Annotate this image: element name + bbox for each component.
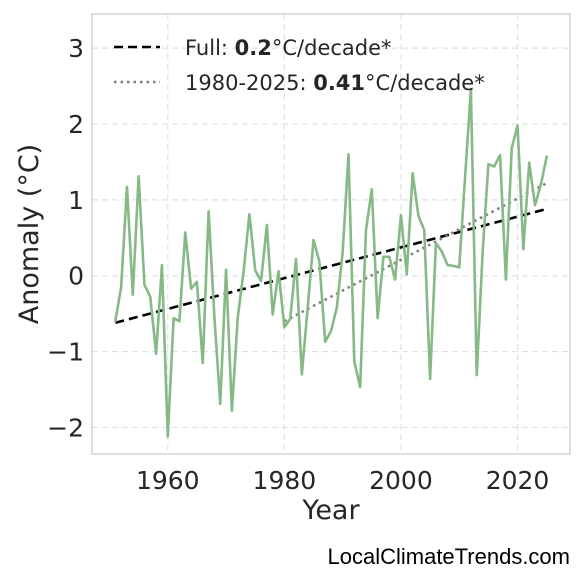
data-series (114, 87, 548, 438)
y-tick-label: 1 (68, 186, 84, 215)
x-axis-label: Year (301, 495, 360, 526)
legend-recent-label: 1980-2025: 0.41°C/decade* (185, 71, 485, 95)
y-axis-label: Anomaly (°C) (14, 144, 45, 324)
x-tick-label: 2000 (369, 466, 433, 495)
y-tick-label: 3 (68, 34, 84, 63)
x-tick-label: 1960 (136, 466, 200, 495)
x-tick-label: 1980 (253, 466, 317, 495)
y-tick-label: −2 (47, 413, 84, 442)
x-tick-label: 2020 (486, 466, 550, 495)
y-tick-label: 2 (68, 110, 84, 139)
legend-full-label: Full: 0.2°C/decade* (185, 36, 392, 60)
legend-recent-value: 0.41 (313, 71, 365, 95)
x-ticks: 1960 1980 2000 2020 (136, 466, 549, 495)
anomaly-line (114, 87, 548, 438)
grid (92, 14, 570, 454)
legend-recent-prefix: 1980-2025: (185, 71, 313, 95)
y-tick-label: 0 (68, 262, 84, 291)
legend-full-prefix: Full: (185, 36, 235, 60)
legend-full-unit: °C/decade* (272, 36, 392, 60)
plot-frame (91, 13, 571, 455)
legend: Full: 0.2°C/decade* 1980-2025: 0.41°C/de… (114, 36, 485, 95)
legend-recent-unit: °C/decade* (365, 71, 485, 95)
legend-full-value: 0.2 (235, 36, 272, 60)
y-ticks: −2 −1 0 1 2 3 (47, 34, 84, 442)
watermark: LocalClimateTrends.com (327, 544, 571, 569)
y-tick-label: −1 (47, 338, 84, 367)
